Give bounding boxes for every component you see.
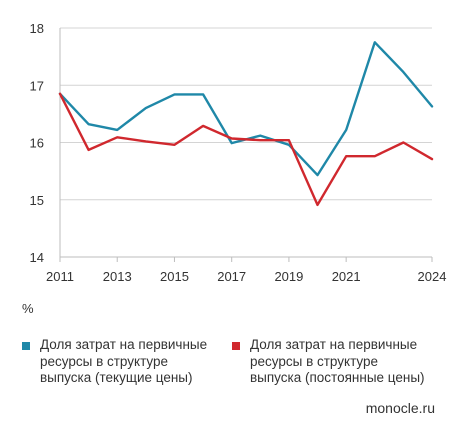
legend-item-constant-prices: Доля затрат на первичные ресурсы в струк… (232, 337, 425, 387)
source-label: monocle.ru (366, 400, 435, 416)
x-tick-label-2024: 2024 (418, 269, 447, 284)
legend-swatch-constant-prices (232, 342, 240, 350)
y-tick-label-16: 16 (30, 136, 44, 151)
legend-label-constant-prices: Доля затрат на первичные ресурсы в струк… (250, 337, 425, 387)
y-tick-label-15: 15 (30, 193, 44, 208)
y-tick-label-17: 17 (30, 78, 44, 93)
x-tick-label-2013: 2013 (103, 269, 132, 284)
legend-label-current-prices: Доля затрат на первичные ресурсы в струк… (40, 337, 207, 387)
legend-swatch-current-prices (22, 342, 30, 350)
line-chart: 14 15 16 17 18 2011 2013 2015 2017 2019 2021 2024 (0, 0, 457, 300)
y-tick-label-14: 14 (30, 250, 44, 265)
series-line-constant-prices (60, 94, 432, 205)
y-tick-label-18: 18 (30, 21, 44, 36)
unit-label: % (22, 301, 34, 316)
legend-item-current-prices: Доля затрат на первичные ресурсы в струк… (22, 337, 207, 387)
x-axis-ticks: 2011 2013 2015 2017 2019 2021 2024 (46, 257, 446, 284)
x-tick-label-2017: 2017 (217, 269, 246, 284)
x-tick-label-2015: 2015 (160, 269, 189, 284)
x-tick-label-2019: 2019 (274, 269, 303, 284)
x-tick-label-2021: 2021 (332, 269, 361, 284)
x-tick-label-2011: 2011 (46, 269, 74, 284)
series-lines (60, 42, 432, 205)
gridlines (60, 28, 432, 257)
y-axis-ticks: 14 15 16 17 18 (30, 21, 44, 265)
